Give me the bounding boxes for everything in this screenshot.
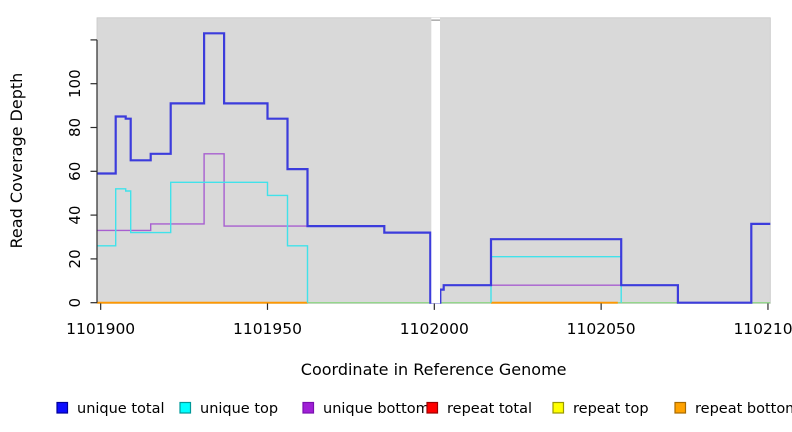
gap-band bbox=[431, 17, 440, 304]
legend-label: unique bottom bbox=[323, 401, 430, 417]
legend-item-repeat-top: repeat top bbox=[552, 401, 649, 417]
x-tick-label: 1101900 bbox=[66, 320, 135, 338]
x-axis-title: Coordinate in Reference Genome bbox=[301, 360, 567, 379]
x-tick-label: 1102050 bbox=[567, 320, 636, 338]
gap-band-top-dash bbox=[431, 19, 440, 21]
y-tick-label: 100 bbox=[66, 69, 84, 98]
legend-swatch-repeat-top bbox=[552, 401, 565, 414]
legend-swatch-repeat-bottom bbox=[674, 401, 687, 414]
legend-swatch-repeat-total bbox=[426, 401, 439, 414]
series-unique-total bbox=[97, 32, 771, 304]
legend-swatch-unique-total bbox=[56, 401, 69, 414]
x-tick-label: 1101950 bbox=[233, 320, 302, 338]
legend-item-unique-total: unique total bbox=[56, 401, 165, 417]
legend-label: unique total bbox=[77, 401, 165, 417]
legend-item-unique-top: unique top bbox=[179, 401, 278, 417]
legend-item-unique-bottom: unique bottom bbox=[302, 401, 430, 417]
y-axis-title: Read Coverage Depth bbox=[7, 73, 26, 249]
legend-item-repeat-bottom: repeat bottom bbox=[674, 401, 792, 417]
series-unique-top bbox=[97, 181, 309, 303]
legend-label: unique top bbox=[200, 401, 278, 417]
y-tick-label: 80 bbox=[66, 118, 84, 137]
legend-swatch-unique-top bbox=[179, 401, 192, 414]
y-tick-label: 60 bbox=[66, 162, 84, 181]
legend-label: repeat bottom bbox=[695, 401, 792, 417]
y-tick-label: 20 bbox=[66, 249, 84, 268]
legend-item-repeat-total: repeat total bbox=[426, 401, 532, 417]
x-tick-label: 1102100 bbox=[733, 320, 792, 338]
legend-swatch-unique-bottom bbox=[302, 401, 315, 414]
x-tick-label: 1102000 bbox=[400, 320, 469, 338]
y-tick-label: 0 bbox=[66, 298, 84, 308]
legend-label: repeat total bbox=[447, 401, 532, 417]
y-tick-label: 40 bbox=[66, 206, 84, 225]
legend-label: repeat top bbox=[573, 401, 649, 417]
